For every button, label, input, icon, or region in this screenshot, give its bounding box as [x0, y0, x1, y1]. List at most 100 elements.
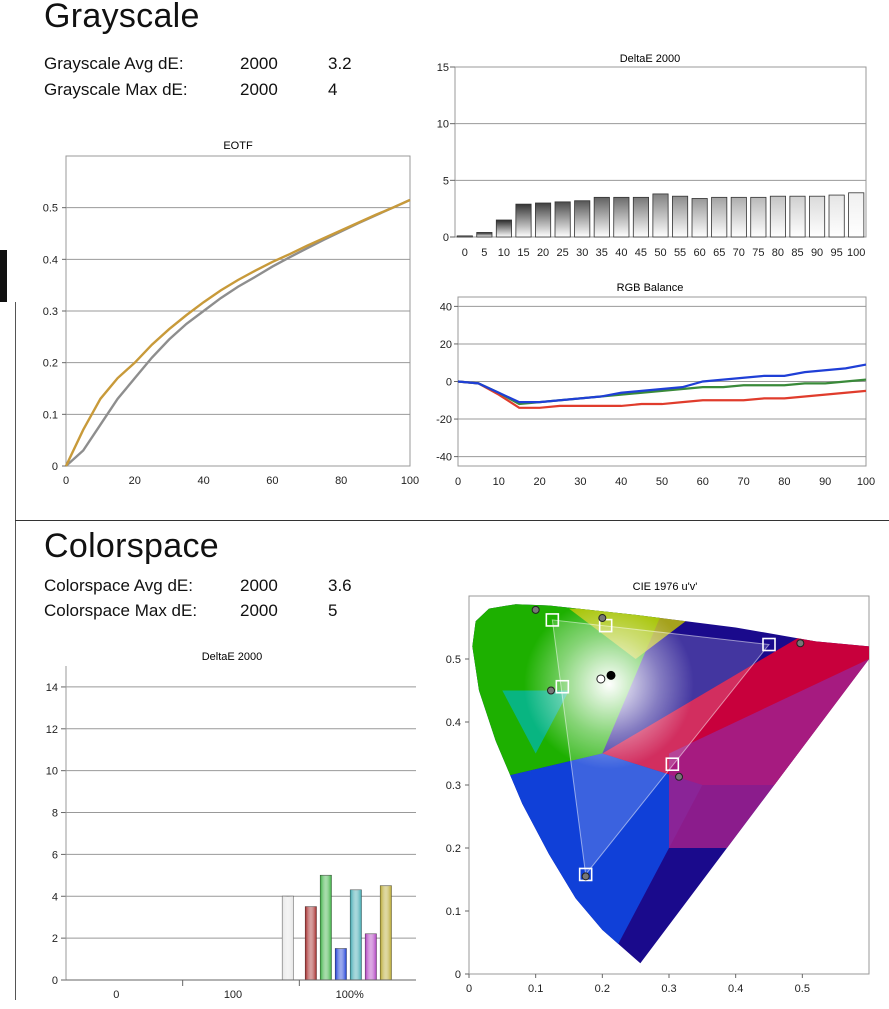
cie-y-tick-label: 0.5: [446, 654, 461, 666]
colorspace-delta-x-tick-label: 100: [224, 989, 242, 1001]
eotf-series-line: [64, 198, 411, 467]
colorspace-delta-bar-shine: [350, 889, 362, 980]
grayscale-delta-x-tick-label: 85: [791, 247, 803, 259]
grayscale-delta-x-tick-label: 30: [576, 247, 588, 259]
cie-target-marker: [665, 757, 680, 772]
grayscale-delta-x-tick-label: 80: [772, 247, 784, 259]
section-divider: [15, 520, 889, 521]
grayscale-max-label: Grayscale Max dE:: [44, 80, 188, 99]
rgb-balance-title: RGB Balance: [617, 282, 684, 294]
grayscale-delta-bar: [789, 195, 806, 238]
eotf-x-tick-label: 100: [401, 475, 419, 487]
grayscale-delta-x-tick-label: 60: [694, 247, 706, 259]
grayscale-delta-y-tick-label: 0: [443, 232, 449, 244]
grayscale-delta-x-tick-label: 5: [481, 247, 487, 259]
cie-gamut-triangle: [551, 619, 770, 876]
cie-y-tick-label: 0.1: [446, 906, 461, 918]
grayscale-delta-bar: [769, 195, 786, 238]
eotf-x-tick-label: 0: [63, 475, 69, 487]
left-edge-marker: [0, 250, 7, 302]
colorspace-delta-y-tick-label: 10: [46, 766, 58, 778]
cie-measured-marker: [581, 872, 590, 881]
grayscale-delta-x-tick-label: 10: [498, 247, 510, 259]
colorspace-delta-x-tick-label: 100%: [336, 989, 364, 1001]
cie-x-tick-label: 0.3: [661, 983, 676, 995]
grayscale-delta-bar: [750, 196, 767, 238]
cie-measured-marker: [598, 614, 607, 623]
colorspace-max-row: Colorspace Max dE: 2000 5: [44, 601, 424, 623]
colorspace-delta-bar-shine: [305, 906, 317, 980]
cie-y-tick-label: 0.4: [446, 717, 461, 729]
rgb-balance-series-line: [457, 378, 867, 406]
colorspace-delta-y-tick-label: 6: [52, 849, 58, 861]
grayscale-delta-x-tick-label: 50: [654, 247, 666, 259]
rgb-balance-series-line: [457, 363, 867, 404]
colorspace-delta-bar-shine: [365, 933, 377, 980]
rgb-balance-series-line: [457, 380, 867, 409]
cie-y-tick-label: 0.2: [446, 843, 461, 855]
cie-white-target: [596, 674, 606, 684]
grayscale-delta-bar: [613, 196, 630, 238]
colorspace-max-value: 5: [328, 601, 338, 620]
colorspace-delta-title: DeltaE 2000: [202, 651, 263, 663]
left-border-line: [15, 302, 16, 1000]
colorspace-delta-bar-shine: [282, 896, 294, 980]
rgb-balance-x-tick-label: 80: [778, 476, 790, 488]
grayscale-delta-x-tick-label: 20: [537, 247, 549, 259]
eotf-y-tick-label: 0: [52, 461, 58, 473]
cie-y-tick-label: 0: [455, 969, 461, 981]
grayscale-delta-bar: [652, 193, 669, 238]
grayscale-delta-x-tick-label: 40: [615, 247, 627, 259]
cie-measured-marker: [675, 772, 683, 781]
grayscale-delta-x-tick-label: 15: [517, 247, 529, 259]
rgb-balance-y-tick-label: -40: [436, 452, 452, 464]
cie-target-marker: [555, 679, 570, 694]
grayscale-max-value: 4: [328, 80, 338, 99]
grayscale-delta-bar: [691, 198, 708, 238]
colorspace-delta-y-tick-label: 0: [52, 975, 58, 987]
cie-x-tick-label: 0: [466, 983, 472, 995]
grayscale-delta-bar: [593, 196, 610, 238]
grayscale-delta-bar: [730, 196, 747, 238]
rgb-balance-y-tick-label: -20: [436, 414, 452, 426]
rgb-balance-x-tick-label: 40: [615, 476, 627, 488]
cie-y-tick-label: 0.3: [446, 780, 461, 792]
grayscale-max-row: Grayscale Max dE: 2000 4: [44, 80, 424, 102]
cie-white-measured: [606, 670, 616, 680]
grayscale-delta-x-tick-label: 0: [462, 247, 468, 259]
cie-x-tick-label: 0.4: [728, 983, 743, 995]
rgb-balance-y-tick-label: 40: [440, 301, 452, 313]
cie-target-marker: [545, 613, 560, 627]
cie-target-marker: [578, 867, 593, 882]
grayscale-delta-bar: [495, 219, 512, 238]
grayscale-delta-bar: [809, 195, 826, 238]
rgb-balance-x-tick-label: 70: [737, 476, 749, 488]
eotf-title: EOTF: [223, 140, 253, 152]
grayscale-delta-bar: [515, 203, 532, 238]
eotf-x-tick-label: 40: [197, 475, 209, 487]
cie-x-tick-label: 0.5: [795, 983, 810, 995]
colorspace-delta-bar-shine: [380, 885, 392, 980]
rgb-balance-x-tick-label: 60: [697, 476, 709, 488]
eotf-x-tick-label: 80: [335, 475, 347, 487]
colorspace-delta-y-tick-label: 8: [52, 808, 58, 820]
grayscale-delta-x-tick-label: 90: [811, 247, 823, 259]
grayscale-delta-x-tick-label: 55: [674, 247, 686, 259]
rgb-balance-x-tick-label: 50: [656, 476, 668, 488]
colorspace-delta-y-tick-label: 4: [52, 891, 58, 903]
grayscale-delta-bar: [632, 196, 649, 238]
eotf-x-tick-label: 20: [129, 475, 141, 487]
grayscale-delta-x-tick-label: 35: [596, 247, 608, 259]
colorspace-delta-bar-shine: [320, 875, 332, 980]
cie-measured-marker: [547, 686, 555, 695]
colorspace-delta-bar-shine: [335, 948, 347, 980]
grayscale-delta-bar: [711, 196, 728, 238]
cie-measured-marker: [796, 639, 805, 648]
grayscale-avg-row: Grayscale Avg dE: 2000 3.2: [44, 54, 424, 76]
eotf-y-tick-label: 0.1: [43, 409, 58, 421]
eotf-y-tick-label: 0.2: [43, 358, 58, 370]
eotf-y-tick-label: 0.5: [43, 203, 58, 215]
